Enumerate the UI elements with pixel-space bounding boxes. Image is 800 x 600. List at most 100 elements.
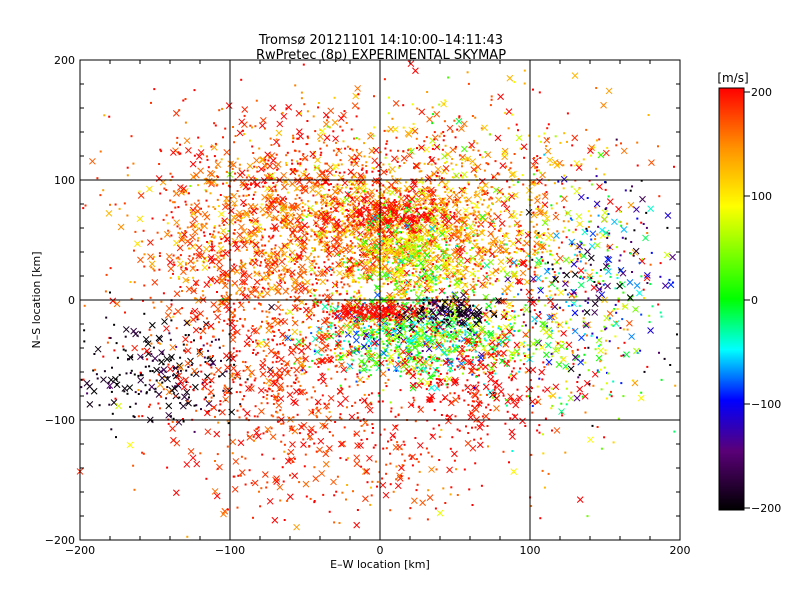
data-point-dot (449, 280, 452, 283)
data-point-dot (294, 344, 297, 347)
data-point-dot (385, 278, 387, 281)
data-point-dot (247, 287, 250, 290)
data-point-cross (169, 344, 177, 351)
data-point-dot (434, 276, 437, 279)
data-point-dot (227, 318, 230, 321)
data-point-cross (336, 229, 344, 236)
data-point-cross (267, 194, 274, 201)
data-point-dot (178, 396, 181, 399)
data-point-dot (262, 252, 265, 255)
data-point-dot (270, 325, 272, 328)
data-point-dot (372, 228, 374, 231)
data-point-dot (179, 286, 182, 288)
data-point-dot (452, 325, 455, 328)
data-point-dot (351, 196, 353, 199)
data-point-cross (488, 269, 496, 277)
data-point-dot (143, 312, 146, 315)
data-point-dot (184, 261, 187, 264)
data-point-dot (323, 248, 326, 251)
data-point-cross (381, 271, 389, 278)
data-point-dot (466, 297, 469, 300)
data-point-cross (440, 263, 448, 271)
data-point-cross (575, 164, 583, 171)
data-point-dot (339, 358, 342, 361)
data-point-dot (473, 333, 476, 336)
data-point-dot (413, 317, 416, 320)
data-point-dot (399, 327, 402, 329)
data-point-dot (392, 209, 395, 212)
data-point-dot (441, 349, 444, 351)
data-point-dot (459, 256, 462, 259)
data-point-dot (412, 273, 415, 276)
data-point-cross (192, 222, 200, 230)
data-point-dot (411, 238, 414, 241)
data-point-dot (279, 234, 282, 237)
data-point-dot (357, 268, 360, 271)
data-point-dot (319, 327, 322, 330)
data-point-dot (366, 328, 369, 331)
data-point-dot (299, 158, 302, 161)
data-point-dot (393, 187, 396, 190)
data-point-dot (445, 313, 448, 315)
data-point-dot (407, 190, 410, 193)
data-point-dot (111, 366, 113, 369)
data-point-dot (415, 354, 418, 357)
data-point-dot (536, 274, 539, 277)
data-point-dot (391, 175, 394, 178)
data-point-dot (345, 369, 348, 372)
data-point-dot (220, 359, 222, 362)
data-point-cross (310, 180, 318, 188)
data-point-dot (174, 206, 177, 209)
data-point-dot (312, 150, 315, 153)
data-point-dot (444, 191, 447, 193)
data-point-dot (408, 240, 411, 243)
data-point-dot (382, 259, 385, 262)
data-point-dot (431, 321, 434, 324)
data-point-dot (464, 333, 467, 336)
data-point-dot (439, 246, 442, 249)
data-point-cross (361, 183, 368, 190)
data-point-dot (289, 296, 292, 298)
data-point-dot (396, 209, 399, 212)
data-point-dot (386, 283, 389, 286)
data-point-dot (422, 313, 425, 316)
data-point-dot (395, 369, 398, 372)
data-point-cross (392, 365, 400, 372)
data-point-dot (530, 199, 533, 202)
data-point-dot (307, 207, 310, 210)
data-point-dot (313, 362, 316, 365)
data-point-dot (508, 186, 511, 189)
data-point-dot (363, 393, 366, 396)
data-point-dot (440, 359, 443, 362)
data-point-dot (367, 237, 370, 239)
data-point-dot (398, 280, 401, 283)
data-point-dot (423, 162, 426, 165)
data-point-dot (400, 304, 403, 307)
data-point-dot (476, 229, 478, 232)
data-point-dot (471, 206, 474, 209)
data-point-dot (350, 187, 353, 190)
data-point-dot (346, 244, 348, 247)
data-point-dot (542, 234, 545, 236)
data-point-dot (525, 335, 527, 338)
data-point-dot (412, 314, 415, 316)
data-point-cross (478, 229, 486, 237)
data-point-dot (414, 230, 416, 233)
data-point-dot (333, 348, 336, 350)
data-point-dot (554, 135, 557, 138)
data-point-cross (435, 343, 442, 351)
data-point-dot (329, 266, 332, 269)
data-point-cross (191, 367, 198, 375)
data-point-cross (292, 204, 300, 211)
data-point-dot (335, 236, 338, 239)
data-point-dot (431, 258, 433, 261)
data-point-dot (391, 327, 394, 329)
data-point-dot (371, 180, 374, 183)
data-point-dot (216, 291, 218, 293)
data-point-dot (477, 211, 480, 214)
data-point-cross (291, 279, 299, 287)
data-point-dot (393, 296, 396, 299)
data-point-dot (413, 285, 416, 288)
data-point-dot (476, 206, 479, 209)
data-point-dot (410, 224, 413, 227)
